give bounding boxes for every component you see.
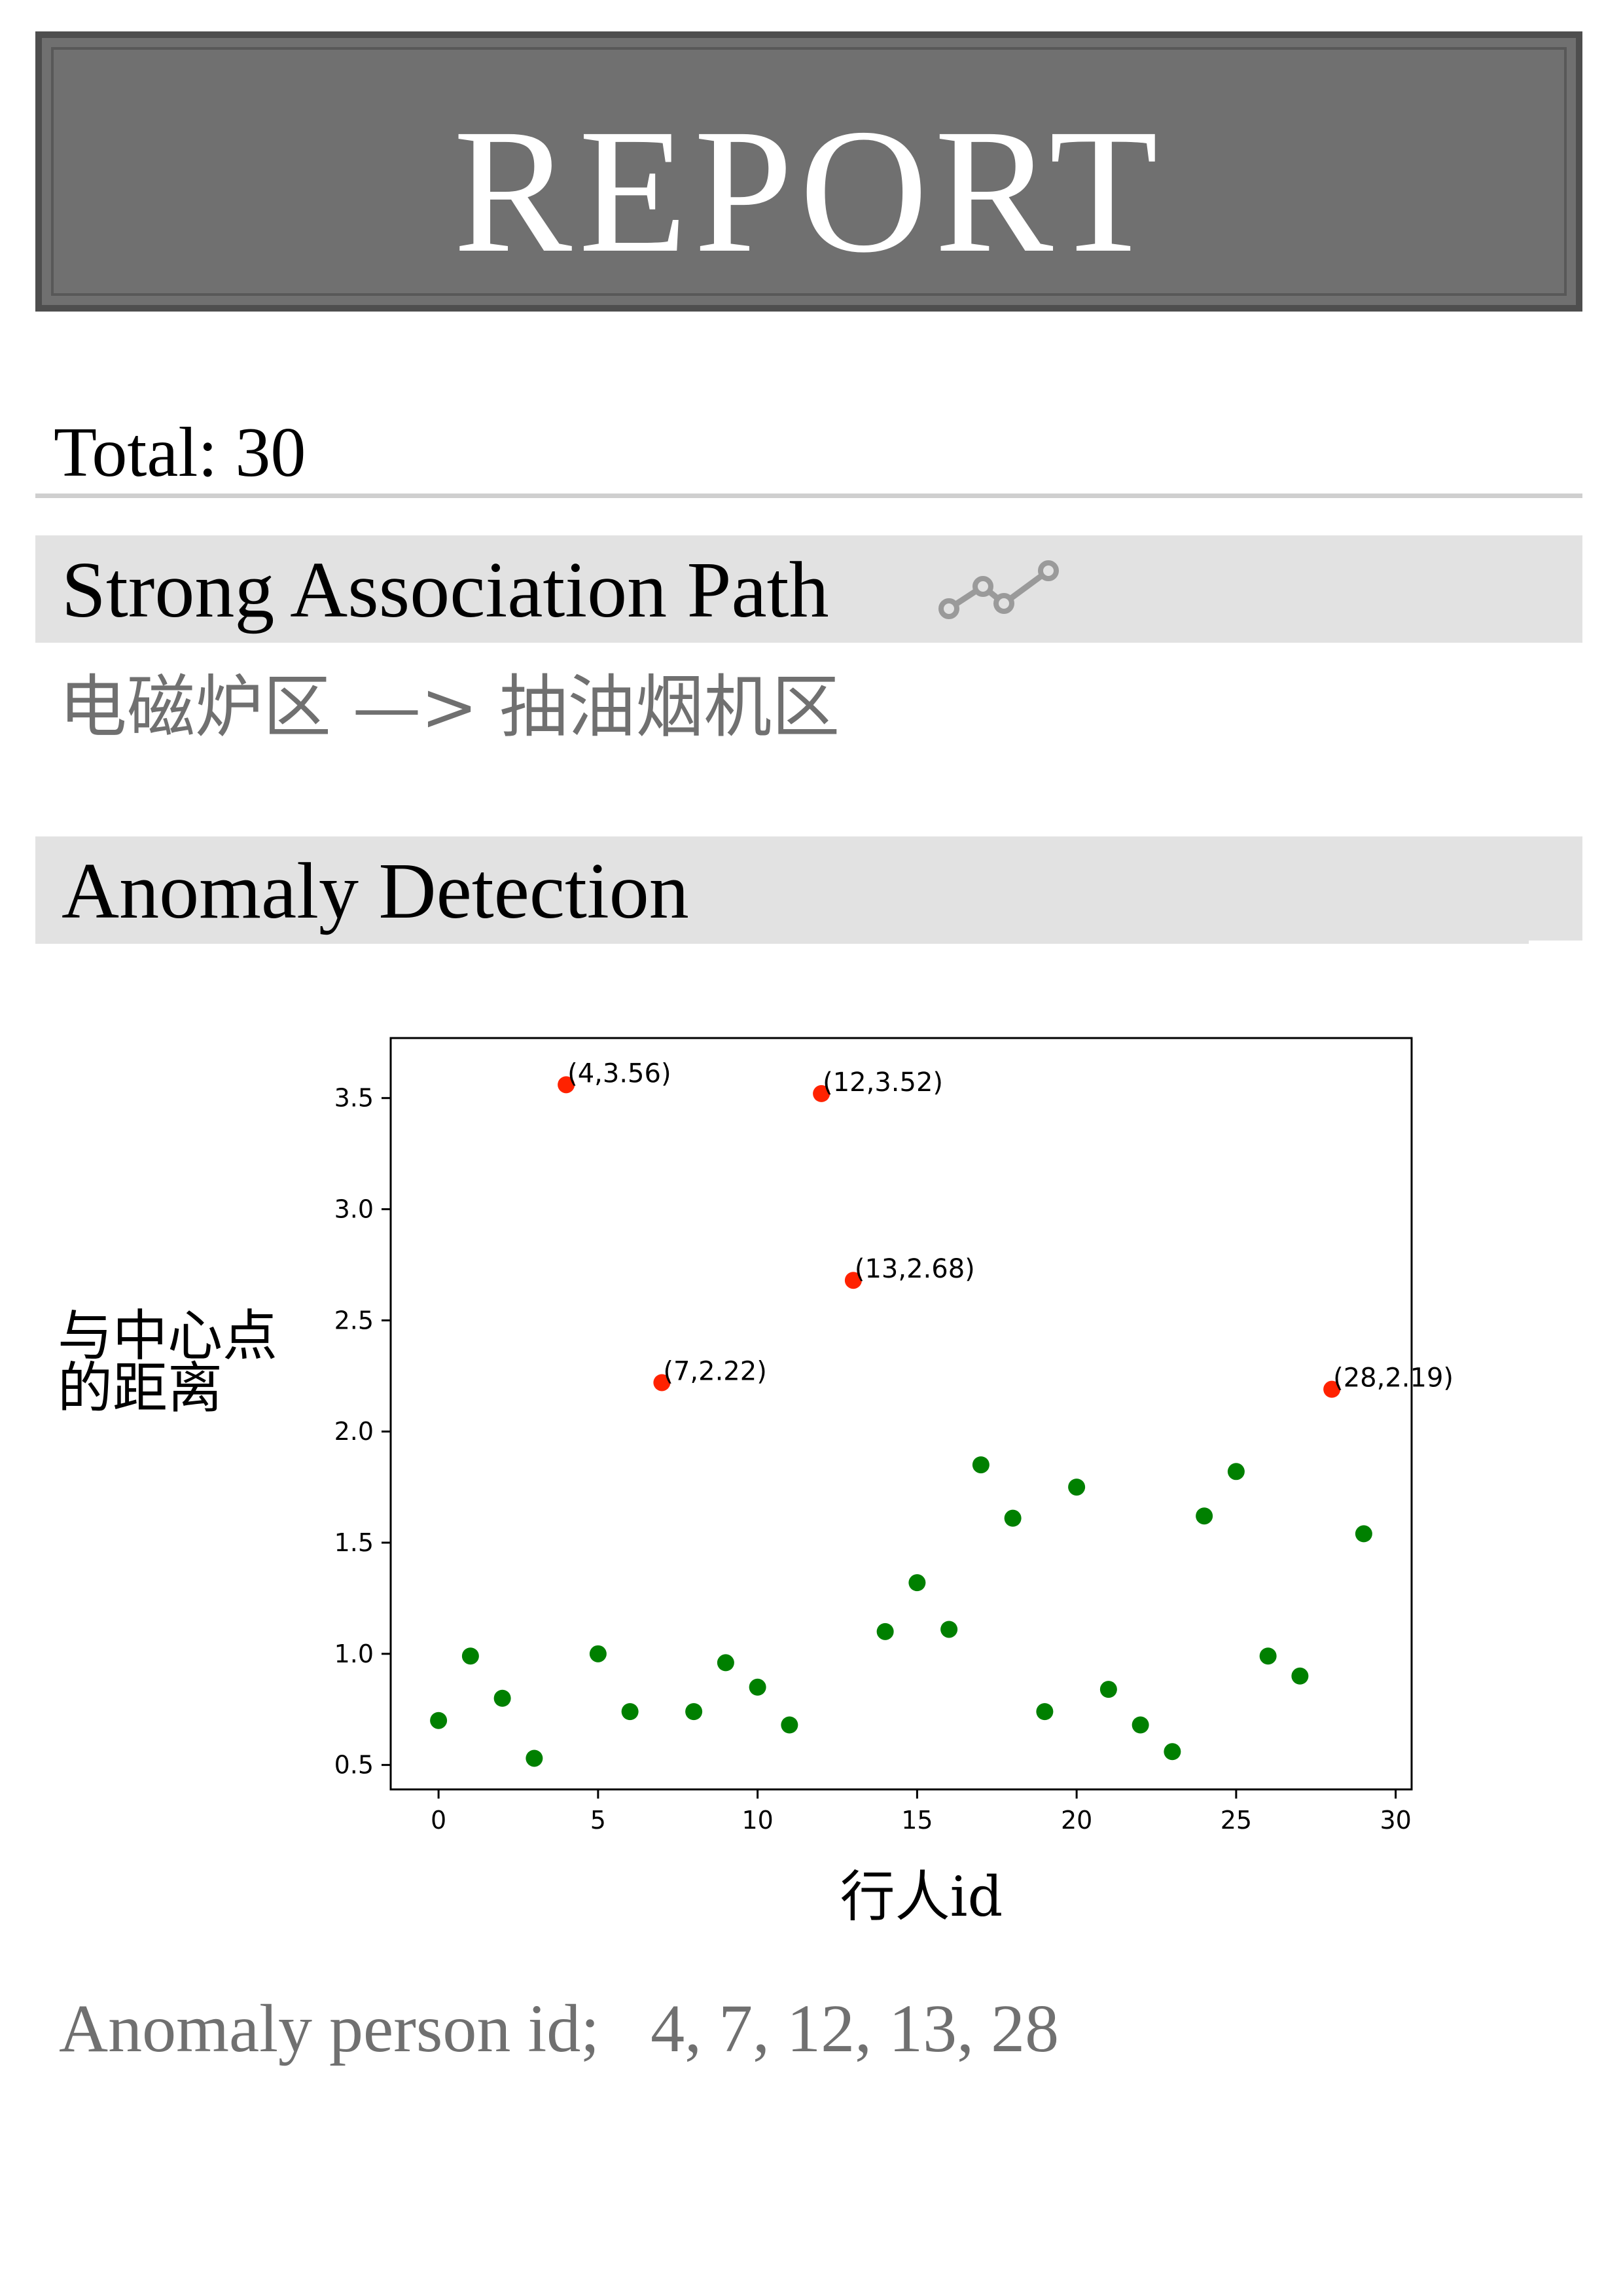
normal-point [1291,1667,1309,1685]
anomaly-heading: Anomaly Detection [62,847,689,935]
normal-point [940,1621,958,1638]
data-labels: (4,3.56) (7,2.22) (12,3.52) (13,2.68) (28,2.… [567,1058,1454,1393]
normal-point [1068,1479,1086,1496]
normal-point [1227,1463,1245,1480]
anomaly-point [844,1272,862,1289]
anomaly-section-header: Anomaly Detection [35,836,1582,944]
y-axis-title-line: 与中心点 [58,1304,277,1368]
normal-point [430,1712,448,1729]
plot-frame [389,1037,1413,1791]
x-tick-label: 25 [1221,1806,1252,1835]
normal-point [1099,1681,1117,1698]
y-tick-label: 2.0 [334,1417,374,1446]
anomaly-point-label: (13,2.68) [855,1254,975,1284]
normal-point [685,1703,703,1721]
normal-point [493,1689,511,1707]
x-tick-label: 0 [431,1806,446,1835]
y-tick-label: 0.5 [334,1751,374,1780]
x-tick-label: 10 [741,1806,773,1835]
anomaly-point [653,1374,671,1391]
anomaly-point [813,1085,830,1102]
anomaly-point-label: (4,3.56) [567,1058,671,1088]
normal-point [1004,1509,1022,1527]
normal-point [972,1456,990,1474]
normal-point [1355,1525,1372,1543]
x-tick-label: 5 [590,1806,606,1835]
x-tick-label: 20 [1061,1806,1092,1835]
y-tick-label: 2.5 [334,1306,374,1335]
normal-point [1164,1743,1181,1761]
normal-point [1196,1507,1213,1525]
x-tick-label: 15 [901,1806,933,1835]
line-chart-icon [938,560,1059,619]
y-axis-title-line: 的距离 [58,1356,223,1420]
report-banner: REPORT [35,31,1582,312]
association-path-text: 电磁炉区 —> 抽油烟机区 [59,667,840,747]
report-title: REPORT [453,92,1165,289]
axis-ticks: 0 5 10 15 20 25 30 0.5 1.0 1.5 2.0 2.5 3.0 3.5 [334,1084,1412,1835]
anomaly-point-label: (12,3.52) [823,1067,943,1098]
normal-point [749,1678,766,1696]
anomaly-result-text: Anomaly person id; 4, 7, 12, 13, 28 [59,1991,1060,2066]
normal-point [526,1749,543,1767]
y-tick-label: 1.5 [334,1528,374,1557]
normal-point [1132,1716,1149,1734]
anomaly-point-label: (7,2.22) [663,1356,766,1386]
y-tick-label: 3.5 [334,1084,374,1113]
total-count: Total: 30 [54,414,306,492]
header-notch [1529,941,1582,946]
divider [35,493,1582,498]
association-section-header: Strong Association Path [35,535,1582,643]
y-tick-label: 1.0 [334,1640,374,1668]
normal-point [589,1645,607,1662]
data-points [430,1076,1372,1767]
anomaly-point-label: (28,2.19) [1333,1363,1454,1393]
normal-point [908,1574,926,1592]
y-tick-label: 3.0 [334,1195,374,1224]
normal-point [621,1703,639,1721]
association-heading: Strong Association Path [62,546,829,634]
normal-point [781,1716,798,1734]
x-axis-title: 行人id [840,1865,1003,1929]
normal-point [876,1623,894,1640]
x-tick-label: 30 [1380,1806,1411,1835]
normal-point [1259,1647,1277,1665]
anomaly-point [558,1076,575,1094]
anomaly-point [1323,1380,1341,1398]
normal-point [717,1654,734,1672]
normal-point [461,1647,479,1665]
banner-inner-frame [51,47,1567,296]
normal-point [1036,1703,1054,1721]
